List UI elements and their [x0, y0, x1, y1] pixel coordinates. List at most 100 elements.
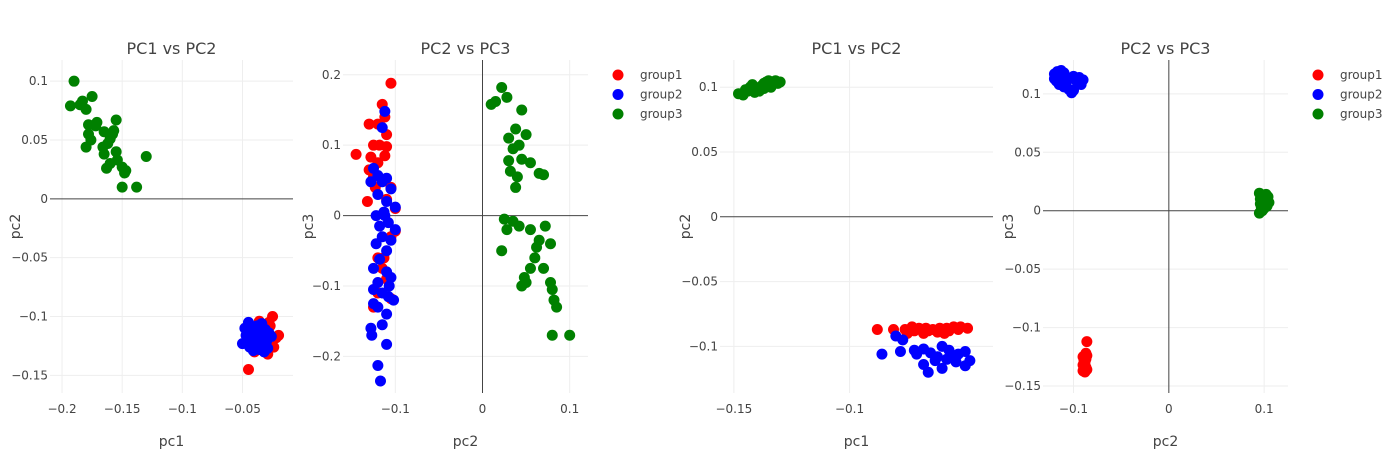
data-point-group3[interactable] [140, 150, 152, 162]
data-point-group3[interactable] [120, 165, 132, 177]
data-point-group3[interactable] [564, 329, 576, 341]
data-point-group2[interactable] [959, 346, 971, 358]
data-point-group2[interactable] [948, 351, 960, 363]
data-point-group3[interactable] [485, 98, 497, 110]
data-point-group2[interactable] [374, 375, 386, 387]
data-point-group3[interactable] [518, 272, 530, 284]
legend-item-group2[interactable]: group2 [1312, 88, 1383, 102]
data-point-group1[interactable] [385, 77, 397, 89]
data-point-group3[interactable] [507, 215, 519, 227]
data-point-group1[interactable] [1081, 350, 1093, 362]
data-point-group2[interactable] [1060, 77, 1072, 89]
data-point-group3[interactable] [1253, 207, 1265, 219]
data-point-group2[interactable] [385, 183, 397, 195]
data-point-group2[interactable] [964, 355, 976, 367]
data-point-group1[interactable] [361, 196, 373, 208]
data-point-group1[interactable] [267, 311, 279, 323]
legend-item-group1[interactable]: group1 [1312, 68, 1383, 82]
data-point-group3[interactable] [503, 132, 515, 144]
data-point-group3[interactable] [538, 262, 550, 274]
data-point-group1[interactable] [242, 363, 254, 375]
data-point-group3[interactable] [86, 90, 98, 102]
data-point-group3[interactable] [524, 262, 536, 274]
data-point-group2[interactable] [368, 262, 380, 274]
data-point-group1[interactable] [962, 322, 974, 334]
data-point-group2[interactable] [385, 272, 397, 284]
data-point-group1[interactable] [381, 141, 393, 153]
data-point-group3[interactable] [131, 181, 143, 193]
data-point-group2[interactable] [381, 196, 393, 208]
data-point-group2[interactable] [376, 122, 388, 134]
data-point-group2[interactable] [1068, 84, 1080, 96]
data-point-group3[interactable] [1254, 198, 1266, 210]
legend-item-group2[interactable]: group2 [612, 88, 683, 102]
data-point-group2[interactable] [385, 234, 397, 246]
data-point-group3[interactable] [496, 245, 508, 257]
data-point-group2[interactable] [372, 360, 384, 372]
data-point-group2[interactable] [376, 176, 388, 188]
data-point-group3[interactable] [551, 301, 563, 313]
data-point-group3[interactable] [501, 224, 513, 236]
data-point-group3[interactable] [90, 120, 102, 132]
data-point-group2[interactable] [1075, 79, 1087, 91]
data-point-group3[interactable] [529, 252, 541, 264]
data-point-group3[interactable] [64, 100, 76, 112]
data-point-group2[interactable] [389, 201, 401, 213]
data-point-group3[interactable] [110, 146, 122, 158]
data-point-group2[interactable] [379, 105, 391, 117]
data-point-group2[interactable] [374, 220, 386, 232]
data-point-group3[interactable] [531, 241, 543, 253]
data-point-group2[interactable] [365, 176, 377, 188]
data-point-group3[interactable] [546, 329, 558, 341]
data-point-group3[interactable] [516, 153, 528, 165]
data-point-group3[interactable] [516, 104, 528, 116]
data-point-group2[interactable] [382, 217, 394, 229]
data-point-group2[interactable] [247, 345, 259, 357]
data-point-group1[interactable] [1081, 336, 1093, 348]
data-point-group2[interactable] [381, 308, 393, 320]
data-point-group2[interactable] [911, 348, 923, 360]
data-point-group2[interactable] [366, 329, 378, 341]
data-point-group3[interactable] [501, 91, 513, 103]
data-point-group3[interactable] [68, 75, 80, 87]
data-point-group2[interactable] [381, 338, 393, 350]
data-point-group2[interactable] [370, 238, 382, 250]
data-point-group2[interactable] [929, 355, 941, 367]
data-point-group3[interactable] [545, 238, 557, 250]
data-point-group3[interactable] [524, 157, 536, 169]
data-point-group3[interactable] [524, 224, 536, 236]
data-point-group1[interactable] [908, 325, 920, 337]
data-point-group2[interactable] [255, 336, 267, 348]
data-point-group3[interactable] [749, 86, 761, 98]
data-point-group2[interactable] [372, 301, 384, 313]
data-point-group3[interactable] [1262, 191, 1274, 203]
data-point-group3[interactable] [108, 125, 120, 137]
data-point-group3[interactable] [80, 141, 92, 153]
data-point-group3[interactable] [110, 114, 122, 126]
data-point-group3[interactable] [546, 284, 558, 296]
data-point-group2[interactable] [374, 253, 386, 265]
data-point-group2[interactable] [372, 188, 384, 200]
data-point-group2[interactable] [383, 280, 395, 292]
data-point-group3[interactable] [498, 213, 510, 225]
data-point-group2[interactable] [936, 362, 948, 374]
data-point-group2[interactable] [376, 319, 388, 331]
data-point-group2[interactable] [256, 318, 268, 330]
data-point-group3[interactable] [774, 76, 786, 88]
data-point-group3[interactable] [510, 123, 522, 135]
data-point-group3[interactable] [496, 81, 508, 93]
data-point-group3[interactable] [538, 169, 550, 181]
data-point-group2[interactable] [897, 334, 909, 346]
data-point-group3[interactable] [520, 129, 532, 141]
data-point-group3[interactable] [503, 155, 515, 167]
data-point-group3[interactable] [76, 95, 88, 107]
data-point-group3[interactable] [80, 103, 92, 115]
data-point-group2[interactable] [378, 206, 390, 218]
data-point-group1[interactable] [871, 324, 883, 336]
legend-right[interactable]: group1 group2 group3 [1312, 68, 1383, 121]
data-point-group1[interactable] [379, 150, 391, 162]
data-point-group1[interactable] [363, 118, 375, 130]
data-point-group2[interactable] [389, 224, 401, 236]
legend-item-group3[interactable]: group3 [612, 107, 683, 121]
legend-item-group3[interactable]: group3 [1312, 107, 1383, 121]
